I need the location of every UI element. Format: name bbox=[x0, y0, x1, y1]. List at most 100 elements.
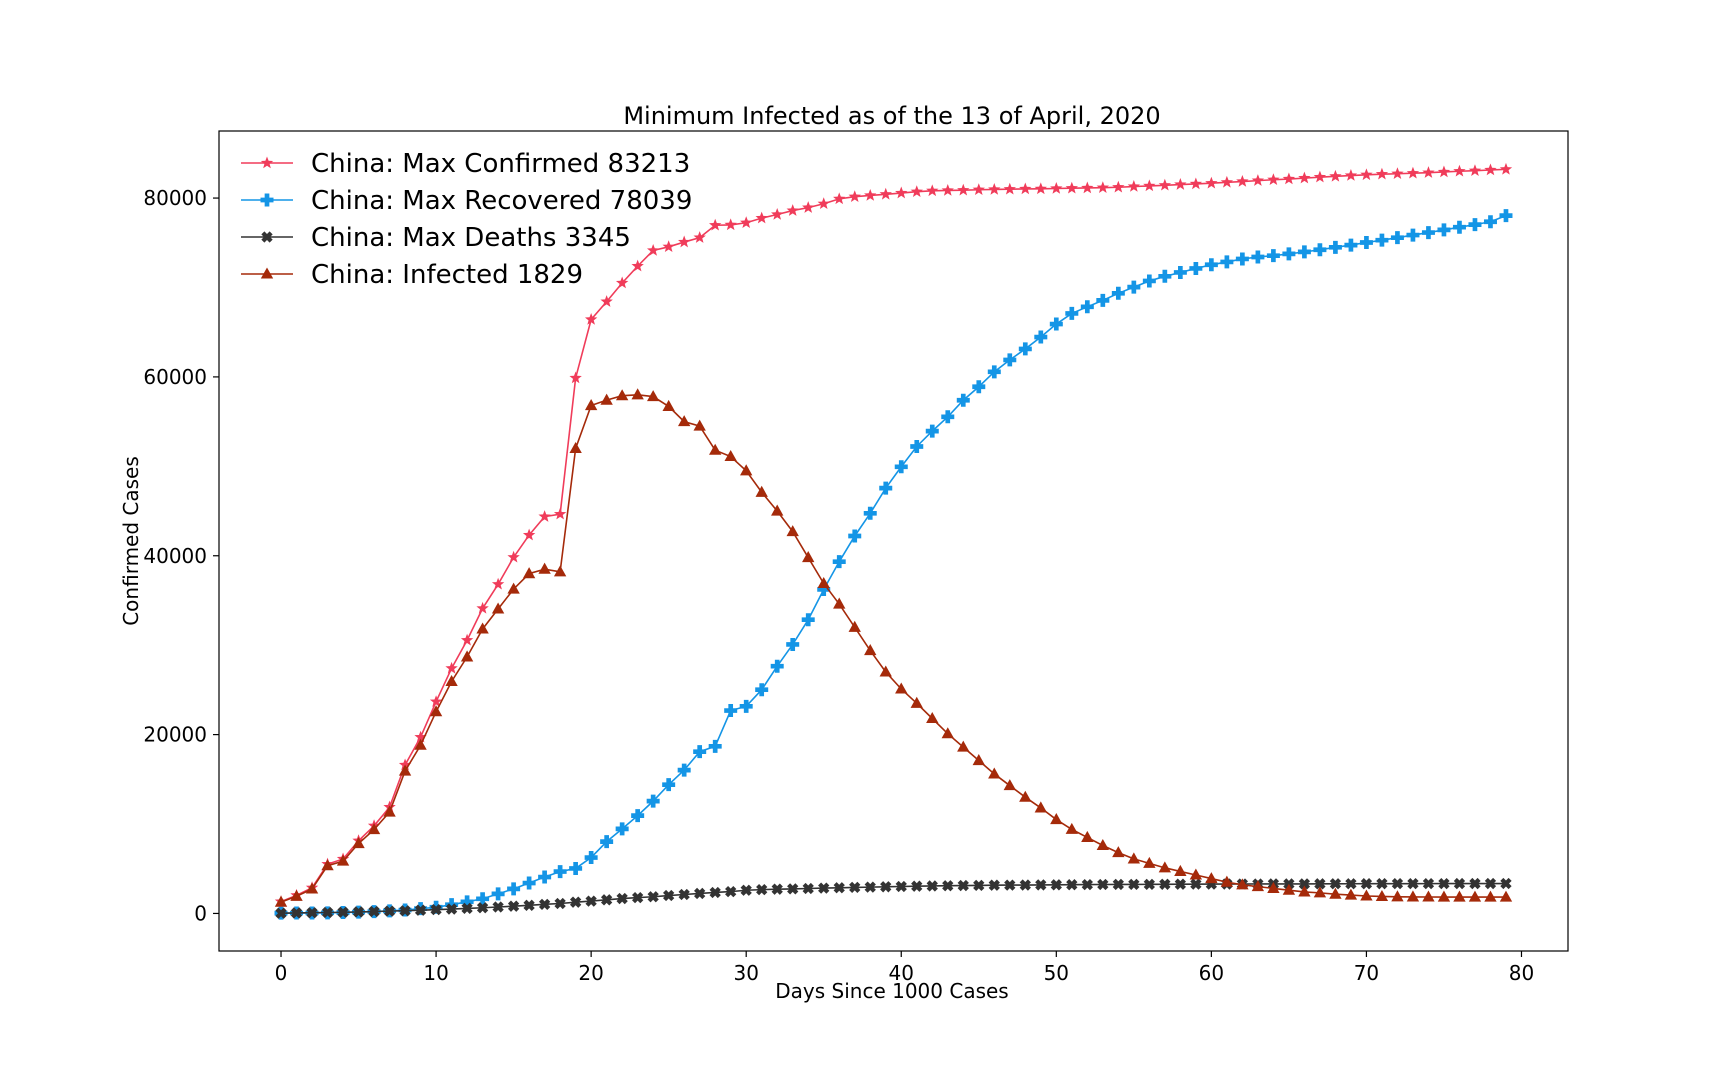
data-point bbox=[725, 885, 737, 898]
data-point bbox=[1173, 265, 1187, 279]
data-point bbox=[616, 892, 628, 905]
data-point bbox=[724, 449, 737, 462]
data-point bbox=[1500, 877, 1512, 890]
data-point bbox=[1097, 878, 1109, 891]
data-point bbox=[1499, 209, 1513, 223]
data-point bbox=[956, 393, 970, 407]
data-point bbox=[942, 880, 954, 892]
legend-label: China: Infected 1829 bbox=[311, 260, 583, 290]
data-point bbox=[1096, 838, 1110, 851]
data-point bbox=[662, 399, 675, 411]
data-point bbox=[1003, 182, 1016, 195]
data-point bbox=[646, 390, 660, 402]
data-point bbox=[646, 794, 660, 808]
data-point bbox=[445, 661, 458, 674]
data-point bbox=[1390, 231, 1404, 245]
data-point bbox=[600, 894, 613, 906]
data-point bbox=[941, 410, 955, 424]
data-point bbox=[1066, 879, 1078, 891]
data-point bbox=[786, 525, 799, 537]
data-point bbox=[972, 183, 985, 196]
data-point bbox=[1143, 179, 1156, 192]
data-point bbox=[1391, 890, 1404, 902]
data-point bbox=[802, 882, 814, 895]
data-point bbox=[1081, 181, 1094, 194]
data-point bbox=[740, 884, 752, 896]
data-point bbox=[771, 883, 783, 895]
data-point bbox=[460, 633, 474, 646]
data-point bbox=[615, 822, 629, 836]
data-point bbox=[1499, 162, 1513, 175]
data-point bbox=[538, 898, 551, 911]
data-point bbox=[1453, 890, 1466, 902]
data-point bbox=[833, 597, 846, 609]
data-point bbox=[553, 865, 567, 879]
data-point bbox=[290, 889, 303, 901]
data-point bbox=[1220, 255, 1234, 269]
data-point bbox=[632, 891, 644, 904]
data-point bbox=[615, 276, 629, 289]
data-point bbox=[1360, 168, 1373, 181]
data-point bbox=[1081, 830, 1094, 842]
data-point bbox=[693, 231, 706, 243]
data-point bbox=[739, 699, 753, 713]
x-tick-label: 80 bbox=[1509, 961, 1534, 985]
data-point bbox=[1267, 173, 1280, 185]
data-point bbox=[600, 835, 614, 849]
data-point bbox=[507, 550, 520, 563]
data-point bbox=[770, 659, 784, 673]
data-point bbox=[755, 485, 768, 497]
x-axis-label: Days Since 1000 Cases bbox=[775, 979, 1008, 1003]
data-point bbox=[1329, 887, 1342, 899]
data-point bbox=[585, 895, 597, 907]
data-point bbox=[461, 902, 473, 915]
data-point bbox=[786, 637, 800, 651]
data-point bbox=[1220, 175, 1234, 188]
data-point bbox=[1297, 245, 1311, 259]
data-point bbox=[1313, 886, 1327, 898]
data-point bbox=[988, 182, 1001, 195]
data-point bbox=[1453, 877, 1466, 890]
data-point bbox=[911, 880, 923, 892]
data-point bbox=[1375, 889, 1389, 902]
data-point bbox=[709, 443, 722, 455]
data-point bbox=[1096, 293, 1110, 307]
data-point bbox=[476, 892, 490, 906]
data-point bbox=[305, 882, 319, 894]
data-point bbox=[972, 754, 985, 766]
data-point bbox=[1143, 878, 1155, 891]
data-point bbox=[895, 682, 908, 694]
data-point bbox=[693, 745, 707, 759]
data-point bbox=[1158, 178, 1172, 191]
data-point bbox=[755, 211, 768, 224]
data-point bbox=[1406, 890, 1420, 902]
data-point bbox=[677, 415, 691, 427]
plot-area bbox=[274, 162, 1513, 920]
data-point bbox=[538, 870, 552, 884]
data-point bbox=[1127, 180, 1141, 192]
data-point bbox=[1049, 317, 1063, 331]
data-point bbox=[1282, 247, 1296, 261]
data-point bbox=[1251, 880, 1265, 892]
data-point bbox=[848, 529, 862, 543]
data-point bbox=[1034, 330, 1048, 344]
data-point bbox=[1360, 889, 1373, 901]
data-point bbox=[1499, 890, 1513, 902]
data-point bbox=[926, 880, 938, 892]
data-point bbox=[972, 380, 986, 394]
data-point bbox=[1344, 888, 1358, 900]
data-point bbox=[1174, 178, 1187, 190]
data-point bbox=[1391, 878, 1404, 890]
series-1 bbox=[274, 162, 1513, 907]
series-4 bbox=[274, 388, 1513, 907]
data-point bbox=[910, 696, 923, 708]
data-point bbox=[321, 859, 334, 871]
data-point bbox=[553, 565, 567, 577]
data-point bbox=[1003, 779, 1016, 791]
data-point bbox=[894, 460, 908, 474]
data-point bbox=[1018, 342, 1032, 356]
data-point bbox=[910, 439, 924, 453]
data-point bbox=[848, 620, 861, 632]
data-point bbox=[600, 393, 613, 405]
data-point bbox=[1034, 182, 1047, 195]
